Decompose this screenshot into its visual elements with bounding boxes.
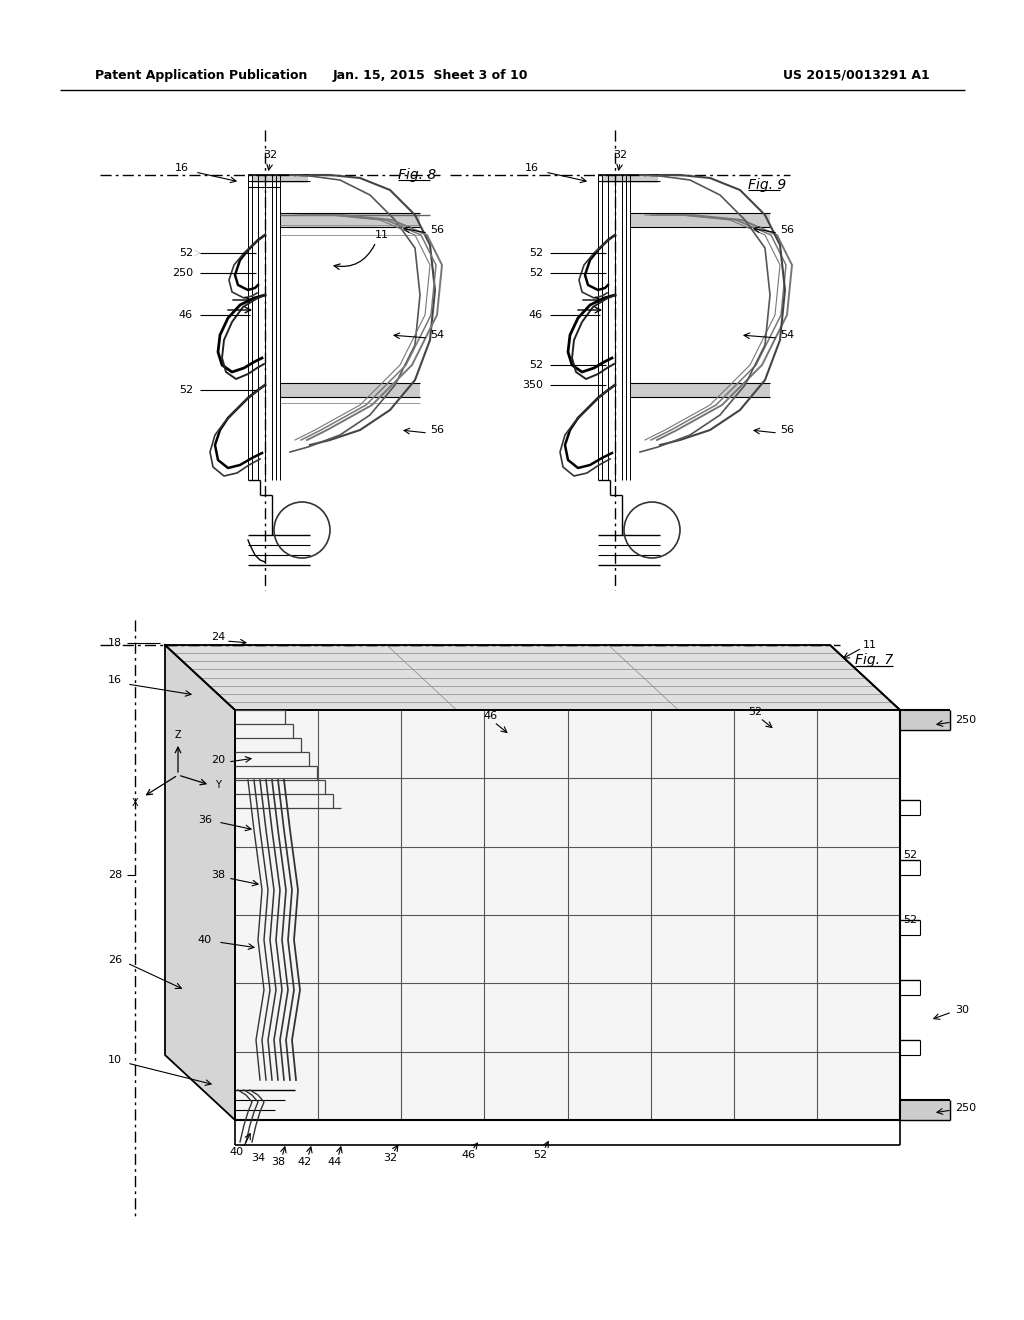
Text: 32: 32 [613, 150, 627, 160]
Text: 16: 16 [525, 162, 539, 173]
Text: 350: 350 [522, 380, 543, 389]
Bar [630, 213, 770, 227]
Bar [630, 383, 770, 397]
Text: Fig. 9: Fig. 9 [748, 178, 786, 191]
Polygon shape [900, 1100, 950, 1119]
Text: 52: 52 [528, 360, 543, 370]
Text: 52: 52 [748, 708, 762, 717]
Text: 11: 11 [375, 230, 389, 240]
Text: 56: 56 [430, 425, 444, 436]
Text: Jan. 15, 2015  Sheet 3 of 10: Jan. 15, 2015 Sheet 3 of 10 [332, 69, 527, 82]
Text: 250: 250 [172, 268, 193, 279]
Text: Z: Z [175, 730, 181, 741]
Bar [252, 176, 308, 183]
Polygon shape [900, 710, 950, 730]
Text: 11: 11 [863, 640, 877, 649]
Text: Fig. 7: Fig. 7 [855, 653, 893, 667]
Text: 52: 52 [532, 1150, 547, 1160]
Bar [602, 176, 658, 183]
Text: 16: 16 [108, 675, 122, 685]
Text: 250: 250 [955, 715, 976, 725]
Text: 30: 30 [955, 1005, 969, 1015]
Text: 54: 54 [430, 330, 444, 341]
Text: 32: 32 [263, 150, 278, 160]
Text: 52: 52 [903, 850, 918, 861]
Text: 52: 52 [179, 385, 193, 395]
Text: 28: 28 [108, 870, 122, 880]
Text: 38: 38 [271, 1158, 285, 1167]
Text: 34: 34 [251, 1152, 265, 1163]
Text: 52: 52 [528, 248, 543, 257]
Text: 16: 16 [175, 162, 189, 173]
Text: 54: 54 [780, 330, 795, 341]
Text: 20: 20 [211, 755, 225, 766]
Text: 18: 18 [108, 638, 122, 648]
Text: X: X [132, 799, 138, 808]
Polygon shape [165, 645, 234, 1119]
Text: 32: 32 [383, 1152, 397, 1163]
Text: 38: 38 [211, 870, 225, 880]
Text: US 2015/0013291 A1: US 2015/0013291 A1 [783, 69, 930, 82]
Text: 40: 40 [198, 935, 212, 945]
Text: 36: 36 [198, 814, 212, 825]
Text: 56: 56 [780, 224, 794, 235]
Text: 56: 56 [430, 224, 444, 235]
Text: 26: 26 [108, 954, 122, 965]
Text: 250: 250 [955, 1104, 976, 1113]
Text: 46: 46 [528, 310, 543, 319]
Polygon shape [165, 645, 900, 710]
Text: 56: 56 [780, 425, 794, 436]
Text: 42: 42 [298, 1158, 312, 1167]
Text: 40: 40 [230, 1147, 244, 1158]
Text: 52: 52 [903, 915, 918, 925]
Bar [280, 383, 420, 397]
Text: 10: 10 [108, 1055, 122, 1065]
Text: 46: 46 [179, 310, 193, 319]
Text: 52: 52 [179, 248, 193, 257]
Text: 44: 44 [328, 1158, 342, 1167]
Text: Fig. 8: Fig. 8 [398, 168, 436, 182]
Bar [280, 213, 420, 227]
Text: 24: 24 [211, 632, 225, 642]
Polygon shape [234, 710, 900, 1119]
Text: 46: 46 [461, 1150, 475, 1160]
Text: 46: 46 [483, 711, 497, 721]
Text: Y: Y [215, 780, 221, 789]
Text: Patent Application Publication: Patent Application Publication [95, 69, 307, 82]
Text: 52: 52 [528, 268, 543, 279]
